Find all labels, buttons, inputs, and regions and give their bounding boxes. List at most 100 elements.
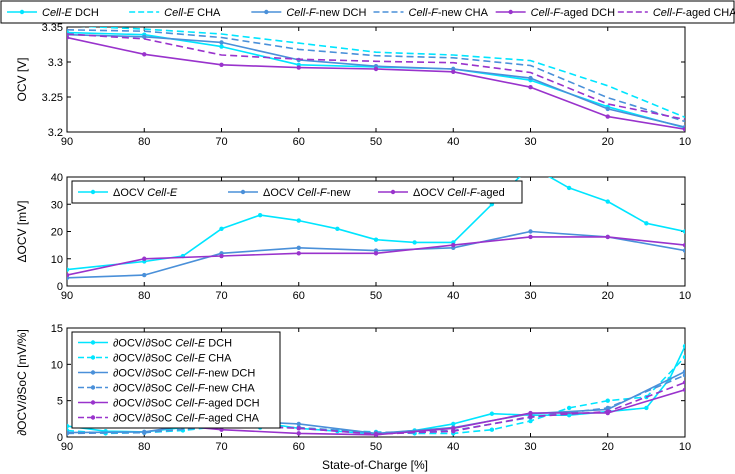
data-point (67, 431, 70, 436)
data-point (451, 428, 456, 434)
data-point (566, 413, 572, 418)
y-tick-label: 3.35 (42, 22, 63, 34)
series-1-legend-label: ∂OCV/∂SoC Cell-E CHA (113, 353, 232, 365)
data-point (682, 380, 685, 385)
legend-marker (90, 340, 96, 345)
data-point (682, 373, 685, 378)
data-point (451, 69, 456, 75)
x-tick-label: 30 (524, 441, 536, 453)
data-point (451, 421, 456, 427)
data-point (528, 418, 533, 424)
data-point (219, 226, 224, 231)
y-tick-label: 0 (57, 281, 63, 293)
data-point (373, 251, 379, 256)
data-point (682, 343, 685, 349)
data-point (566, 185, 572, 191)
series-4-legend-label: ∂OCV/∂SoC Cell-F-aged DCH (113, 398, 260, 410)
legend-marker (90, 189, 96, 195)
data-point (682, 248, 685, 253)
data-point (412, 240, 417, 245)
x-tick-label: 70 (215, 441, 227, 453)
data-point (219, 427, 224, 432)
data-point (67, 35, 70, 40)
data-point (257, 212, 263, 218)
data-point (219, 40, 224, 45)
data-point (682, 369, 685, 374)
data-point (373, 431, 379, 437)
series-2-legend-label: ∂OCV/∂SoC Cell-F-new DCH (113, 368, 255, 380)
y-tick-label: 15 (51, 323, 63, 335)
data-point (296, 65, 301, 70)
series-line-5 (67, 33, 685, 121)
y-tick-label: 40 (51, 172, 63, 184)
x-tick-label: 40 (447, 136, 459, 148)
x-tick-label: 20 (602, 136, 614, 148)
x-tick-label: 60 (293, 290, 305, 302)
x-tick-label: 10 (679, 136, 691, 148)
data-point (67, 267, 70, 272)
data-point (296, 218, 301, 223)
y-axis-label: ∂OCV/∂SoC [mV/%] (15, 329, 29, 436)
legend-marker (90, 385, 96, 390)
legend-marker (390, 189, 396, 195)
data-point (335, 226, 340, 231)
series-line-0 (67, 177, 685, 271)
data-point (296, 431, 301, 436)
x-tick-label: 20 (602, 441, 614, 453)
series-2-legend-label: Cell-F-new DCH (286, 7, 366, 19)
x-tick-label: 50 (370, 136, 382, 148)
legend-marker (90, 400, 96, 405)
series-line-3 (67, 29, 685, 123)
y-tick-label: 3.3 (48, 57, 63, 69)
data-point (67, 423, 70, 429)
series-0-legend-label: ∂OCV/∂SoC Cell-E DCH (113, 338, 232, 350)
data-point (682, 387, 685, 392)
series-5-legend-label: ∂OCV/∂SoC Cell-F-aged CHA (113, 413, 260, 425)
legend: ∂OCV/∂SoC Cell-E DCH ∂OCV/∂SoC Cell-E CHA… (71, 331, 281, 429)
x-tick-label: 50 (370, 290, 382, 302)
x-tick-label: 20 (602, 290, 614, 302)
x-tick-label: 30 (524, 136, 536, 148)
ocv-panel: 90 80 70 60 50 40 30 20 10 3.2 3.25 3.3 3.35 OCV [V] C… (0, 0, 735, 148)
data-point (644, 405, 649, 411)
series-0-legend-label: Cell-E DCH (42, 7, 99, 19)
data-point (219, 253, 224, 259)
x-axis-label: State-of-Charge [%] (322, 458, 428, 472)
data-point (142, 272, 147, 278)
x-tick-label: 80 (138, 441, 150, 453)
x-tick-label: 90 (61, 441, 73, 453)
data-point (682, 242, 685, 248)
x-tick-label: 80 (138, 136, 150, 148)
data-point (605, 405, 610, 411)
series-1-legend-label: ΔOCV Cell-F-new (263, 187, 350, 199)
series-0-legend-label: ΔOCV Cell-E (113, 187, 178, 199)
data-point (682, 354, 685, 360)
x-tick-label: 90 (61, 290, 73, 302)
x-tick-label: 10 (679, 441, 691, 453)
legend-marker (19, 9, 25, 15)
legend: ΔOCV Cell-E ΔOCV Cell-F-new ΔOCV Cell-F-ag… (71, 180, 523, 204)
data-point (219, 62, 224, 67)
x-tick-label: 60 (293, 441, 305, 453)
data-point (605, 106, 610, 112)
x-tick-label: 90 (61, 136, 73, 148)
data-point (528, 229, 533, 234)
y-tick-label: 3.25 (42, 92, 63, 104)
delta-ocv-panel: 90 80 70 60 50 40 30 20 10 0 10 20 30 40 ΔOCV [mV] ΔOCV… (15, 172, 691, 302)
y-tick-label: 30 (51, 199, 63, 211)
data-point (67, 272, 70, 278)
data-point (296, 251, 301, 256)
series-5-legend-label: Cell-F-aged CHA (653, 7, 735, 19)
x-tick-label: 80 (138, 290, 150, 302)
data-point (489, 411, 495, 416)
x-tick-label: 40 (447, 441, 459, 453)
x-tick-label: 70 (215, 136, 227, 148)
data-point (373, 237, 379, 242)
data-point (682, 229, 685, 234)
x-tick-label: 70 (215, 290, 227, 302)
y-tick-label: 10 (51, 254, 63, 266)
data-point (219, 44, 224, 49)
series-3-legend-label: ∂OCV/∂SoC Cell-F-new CHA (113, 383, 255, 395)
series-4-legend-label: Cell-F-aged DCH (531, 7, 615, 19)
